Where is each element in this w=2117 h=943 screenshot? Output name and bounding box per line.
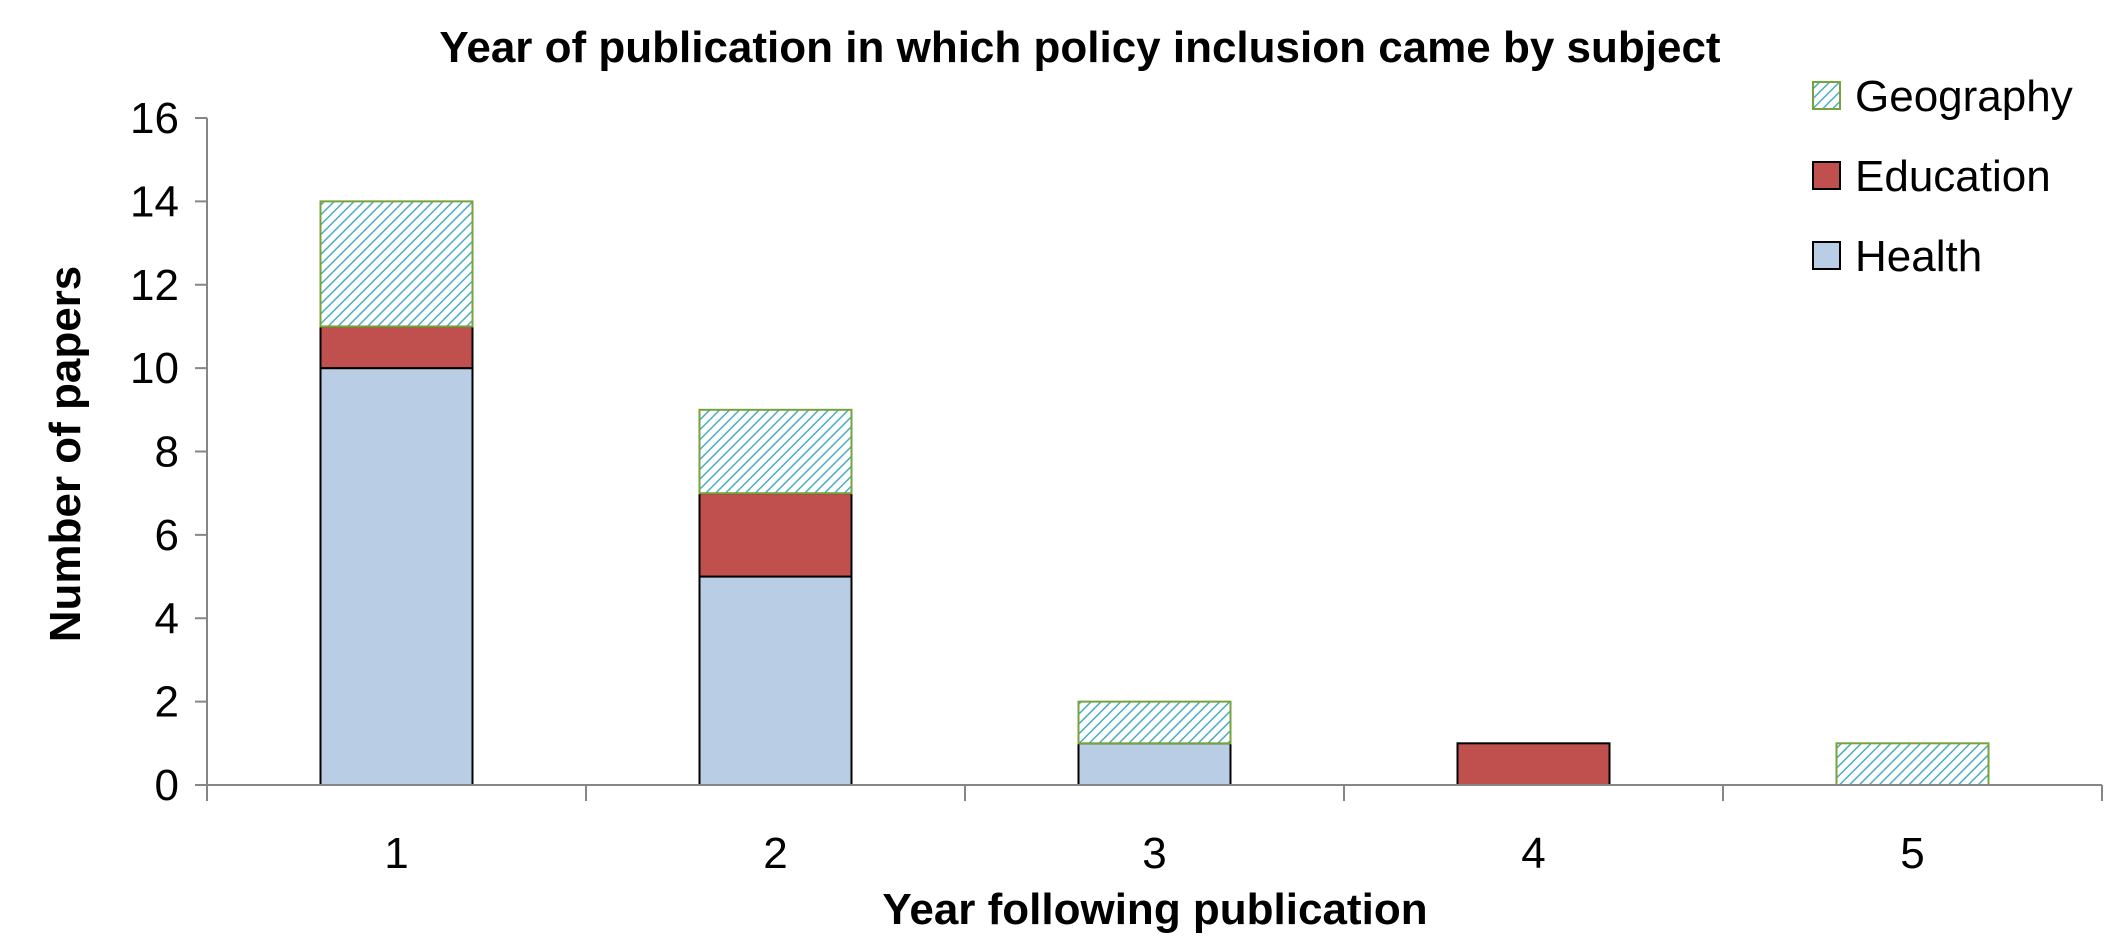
y-tick-label: 6 bbox=[155, 511, 179, 560]
x-axis-title: Year following publication bbox=[882, 885, 1427, 934]
legend-swatch-education bbox=[1812, 161, 1841, 190]
legend-label-geography: Geography bbox=[1855, 72, 2073, 121]
bar-education-2 bbox=[698, 492, 853, 578]
x-tick-label: 2 bbox=[763, 829, 787, 878]
y-tick-label: 14 bbox=[130, 177, 179, 226]
bar-geography-5 bbox=[1835, 742, 1990, 786]
x-tick-label: 5 bbox=[1900, 829, 1924, 878]
y-axis-title: Number of papers bbox=[41, 266, 90, 643]
chart-title: Year of publication in which policy incl… bbox=[439, 23, 1721, 72]
legend-swatch-health bbox=[1812, 241, 1841, 270]
y-tick-label: 16 bbox=[130, 94, 179, 143]
bar-health-3 bbox=[1077, 742, 1232, 786]
bar-health-1 bbox=[319, 367, 474, 786]
bar-geography-3 bbox=[1077, 700, 1232, 745]
legend-label-education: Education bbox=[1855, 152, 2051, 201]
x-tick-label: 3 bbox=[1142, 829, 1166, 878]
y-tick-label: 2 bbox=[155, 678, 179, 727]
x-tick-label: 4 bbox=[1521, 829, 1545, 878]
y-tick-label: 12 bbox=[130, 261, 179, 310]
bar-geography-2 bbox=[698, 408, 853, 495]
x-tick-label: 1 bbox=[384, 829, 408, 878]
legend-swatch-geography bbox=[1812, 81, 1841, 110]
y-tick-label: 0 bbox=[155, 761, 179, 810]
y-tick-label: 8 bbox=[155, 428, 179, 477]
bar-education-1 bbox=[319, 325, 474, 370]
legend-label-health: Health bbox=[1855, 232, 1982, 281]
bar-geography-1 bbox=[319, 200, 474, 328]
y-tick-label: 4 bbox=[155, 594, 179, 643]
bar-education-4 bbox=[1456, 742, 1611, 786]
bar-health-2 bbox=[698, 575, 853, 786]
y-tick-label: 10 bbox=[130, 344, 179, 393]
legend: Geography Education Health bbox=[1812, 72, 2073, 281]
